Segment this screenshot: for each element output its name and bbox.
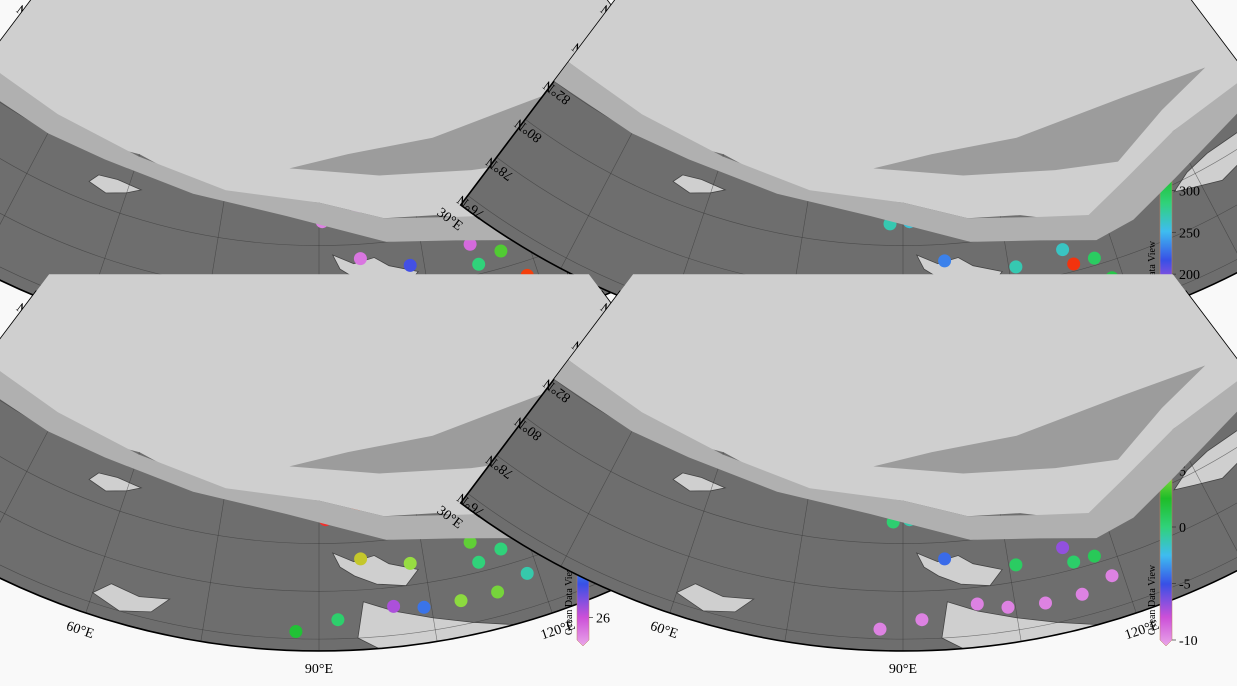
longitude-label: 90°E [305,662,333,677]
station-dot [454,594,468,608]
station-dot [353,252,367,266]
colorbar-tick-label: 300 [1179,184,1200,199]
station-dot [970,597,984,611]
colorbar-tick-label: 5 [1179,465,1186,480]
colorbar-tick-label: 200 [1179,268,1200,283]
station-dot [1039,596,1052,610]
station-dot [494,542,508,556]
station-dot [1105,569,1119,583]
station-dot [494,244,508,258]
colorbar-tick-label: -5 [1179,578,1191,593]
slope-band [0,73,676,242]
station-dot [403,258,417,272]
station-dot [387,599,401,613]
station-dot [331,613,345,627]
colorbar-caption: Ocean Data View [564,564,575,635]
slope-band [554,360,1237,540]
colorbar-tick-label: 26 [596,611,610,626]
station-dot [1009,260,1023,274]
slope-band [0,371,676,540]
station-dot [417,600,431,614]
slope-band-inner [873,67,1206,176]
station-dot [1056,243,1070,257]
station-dot [938,552,952,566]
station-dot [463,237,477,251]
colorbar-caption: Ocean Data View [1147,564,1158,635]
station-dot [472,555,486,569]
colorbar-tick-label: -10 [1179,634,1198,649]
station-dot [1056,541,1070,555]
longitude-label: 90°E [889,662,917,677]
station-dot [1067,555,1081,569]
colorbar-tick-label: 0 [1179,521,1186,536]
landmass [1173,111,1237,193]
slope-band-inner [873,365,1206,474]
station-dot [915,613,929,627]
station-dot [520,566,534,580]
station-dot [1087,251,1101,265]
landmass [1173,409,1237,491]
station-dot [463,535,477,549]
longitude-label: 60°E [648,619,679,642]
station-dot [472,257,486,271]
station-dot [1087,549,1101,563]
station-dot [403,556,417,570]
station-dot [873,622,887,636]
colorbar-tick-label: 250 [1179,226,1200,241]
station-dot [1001,600,1015,614]
station-dot [354,552,368,566]
station-dot [1075,587,1089,601]
station-dot [1009,558,1023,572]
station-dot [491,585,505,599]
longitude-label: 60°E [64,619,95,642]
station-dot [1067,257,1081,271]
slope-band [554,62,1237,242]
station-dot [938,254,952,268]
station-dot [289,625,303,638]
